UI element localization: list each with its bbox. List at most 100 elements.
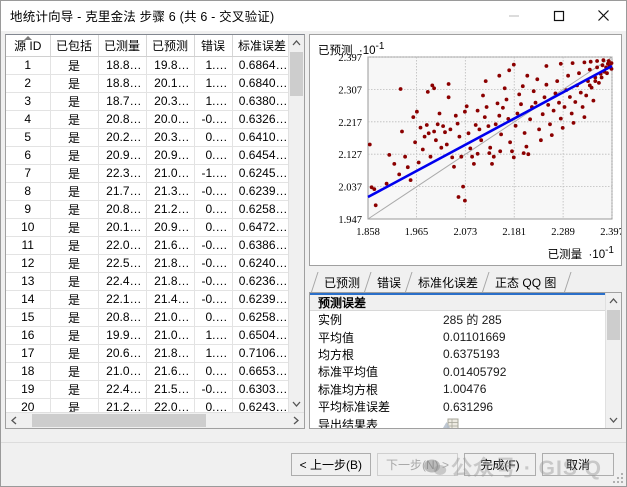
table-row[interactable]: 5 是 20.2… 20.3… 0.… 0.6410…: [6, 128, 288, 147]
chevron-up-icon[interactable]: [289, 35, 304, 51]
table-cell: 0.6239…: [232, 182, 288, 201]
x-axis-label: 已测量 ·10-1: [547, 245, 614, 261]
table-cell: 20.8…: [98, 110, 147, 129]
table-cell: 1.…: [194, 92, 233, 111]
table-cell: 21.5…: [146, 380, 195, 399]
table-cell: 0.6472…: [232, 218, 288, 237]
svg-text:2.289: 2.289: [551, 227, 575, 238]
table-cell: 0.…: [194, 218, 233, 237]
tab-error[interactable]: 错误: [364, 272, 411, 292]
table-row[interactable]: 17 是 20.6… 21.8… 1.… 0.7106…: [6, 344, 288, 363]
table-cell: 0.…: [194, 398, 233, 412]
main-content: 源 ID 已包括 已测量 已预测 错误 标准误差 1 是 18.8… 19.8… 1.……: [1, 31, 626, 439]
table-vertical-scrollbar[interactable]: [288, 35, 304, 412]
table-row[interactable]: 1 是 18.8… 19.8… 1.… 0.6864…: [6, 56, 288, 75]
table-cell: 18: [6, 362, 51, 381]
svg-text:2.181: 2.181: [502, 227, 526, 238]
table-horizontal-scrollbar[interactable]: [6, 412, 304, 428]
table-row[interactable]: 13 是 22.4… 21.8… -0.… 0.6236…: [6, 272, 288, 291]
table-viewport[interactable]: 源 ID 已包括 已测量 已预测 错误 标准误差 1 是 18.8… 19.8… 1.……: [6, 35, 288, 412]
table-row[interactable]: 18 是 21.0… 21.6… 0.… 0.6653…: [6, 362, 288, 381]
table-row[interactable]: 6 是 20.9… 20.9… 0.… 0.6454…: [6, 146, 288, 165]
table-row[interactable]: 3 是 18.7… 20.3… 1.… 0.6380…: [6, 92, 288, 111]
table-row[interactable]: 7 是 22.3… 21.0… -1.… 0.6245…: [6, 164, 288, 183]
chevron-up-icon[interactable]: [606, 293, 621, 309]
close-icon[interactable]: [581, 1, 626, 31]
table-row[interactable]: 4 是 20.8… 20.0… -0.… 0.6326…: [6, 110, 288, 129]
stat-value: 0.6375193: [443, 347, 500, 362]
table-row[interactable]: 11 是 22.0… 21.6… -0.… 0.6386…: [6, 236, 288, 255]
stats-vertical-scrollbar[interactable]: [605, 293, 621, 428]
stat-row: 导出结果表: [310, 415, 605, 428]
table-cell: 是: [50, 218, 99, 237]
table-cell: 是: [50, 92, 99, 111]
table-row[interactable]: 19 是 22.4… 21.5… -0.… 0.6303…: [6, 380, 288, 399]
table-row[interactable]: 9 是 20.8… 21.2… 0.… 0.6258…: [6, 200, 288, 219]
chevron-down-icon[interactable]: [289, 396, 304, 412]
chevron-left-icon[interactable]: [6, 413, 22, 429]
cancel-button[interactable]: 取消: [542, 453, 614, 476]
resize-grip[interactable]: [612, 472, 623, 483]
right-panel: 已预测 ·10-1 1.858 1.965 2.073 2.181 2.289 2.397…: [309, 34, 622, 429]
scatter-plot-svg: 1.858 1.965 2.073 2.181 2.289 2.397 2.397 2.307…: [338, 53, 621, 238]
column-header-source-id[interactable]: 源 ID: [6, 35, 51, 57]
table-row[interactable]: 20 是 21.2… 22.0… 0.… 0.6243…: [6, 398, 288, 412]
column-header-included[interactable]: 已包括: [50, 35, 99, 57]
maximize-icon[interactable]: [536, 1, 581, 31]
chevron-right-icon[interactable]: [288, 413, 304, 429]
table-row[interactable]: 15 是 20.8… 21.0… 0.… 0.6258…: [6, 308, 288, 327]
table-cell: 0.6326…: [232, 110, 288, 129]
table-row[interactable]: 12 是 22.5… 21.8… -0.… 0.6240…: [6, 254, 288, 273]
stats-scroll-thumb[interactable]: [607, 310, 620, 340]
table-row[interactable]: 16 是 19.9… 21.0… 1.… 0.6504…: [6, 326, 288, 345]
table-cell: 1.…: [194, 56, 233, 75]
table-cell: 0.7106…: [232, 344, 288, 363]
table-row[interactable]: 10 是 20.1… 20.9… 0.… 0.6472…: [6, 218, 288, 237]
tab-predicted[interactable]: 已预测: [311, 272, 370, 292]
column-header-predicted[interactable]: 已预测: [146, 35, 195, 57]
table-cell: 是: [50, 236, 99, 255]
table-cell: 0.6653…: [232, 362, 288, 381]
table-cell: 22.1…: [98, 290, 147, 309]
column-header-measured[interactable]: 已测量: [98, 35, 147, 57]
table-cell: 4: [6, 110, 51, 129]
stat-key: 导出结果表: [318, 417, 379, 428]
table-cell: -0.…: [194, 254, 233, 273]
finish-button[interactable]: 完成(F): [464, 453, 536, 476]
table-cell: 22.0…: [98, 236, 147, 255]
column-header-error[interactable]: 错误: [194, 35, 233, 57]
table-cell: 21.6…: [146, 236, 195, 255]
table-cell: 22.5…: [98, 254, 147, 273]
tab-predicted-label: 已预测: [324, 275, 361, 290]
table-cell: 是: [50, 128, 99, 147]
table-cell: 20.0…: [146, 110, 195, 129]
table-cell: 21.6…: [146, 362, 195, 381]
table-cell: 是: [50, 326, 99, 345]
table-cell: 21.2…: [146, 200, 195, 219]
tab-standardized-error[interactable]: 标准化误差: [405, 272, 488, 292]
table-row[interactable]: 2 是 18.8… 20.1… 1.… 0.6840…: [6, 74, 288, 93]
export-table-icon[interactable]: [443, 417, 460, 428]
back-button[interactable]: < 上一步(B): [290, 453, 371, 476]
table-cell: 0.…: [194, 362, 233, 381]
table-cell: 1.…: [194, 344, 233, 363]
table-cell: 1.…: [194, 74, 233, 93]
table-row[interactable]: 8 是 21.7… 21.3… -0.… 0.6239…: [6, 182, 288, 201]
vertical-scroll-thumb[interactable]: [290, 52, 303, 96]
vertical-scroll-track[interactable]: [289, 51, 304, 396]
table-row[interactable]: 14 是 22.1… 21.4… -0.… 0.6239…: [6, 290, 288, 309]
table-cell: 0.6258…: [232, 308, 288, 327]
table-cell: 21.0…: [146, 164, 195, 183]
stat-value: 0.01101669: [443, 330, 506, 345]
tab-normal-qq-plot[interactable]: 正态 QQ 图: [482, 272, 566, 292]
predicted-vs-measured-chart[interactable]: 已预测 ·10-1 1.858 1.965 2.073 2.181 2.289 2.397…: [309, 34, 622, 266]
svg-text:2.037: 2.037: [338, 183, 362, 194]
tab-standardized-error-label: 标准化误差: [418, 275, 479, 290]
minimize-icon[interactable]: [491, 1, 536, 31]
table-cell: -0.…: [194, 236, 233, 255]
table-cell: 20: [6, 398, 51, 412]
table-cell: 0.…: [194, 308, 233, 327]
column-header-standard-error[interactable]: 标准误差: [232, 35, 288, 57]
horizontal-scroll-thumb[interactable]: [32, 414, 206, 427]
chevron-down-icon[interactable]: [606, 412, 621, 428]
